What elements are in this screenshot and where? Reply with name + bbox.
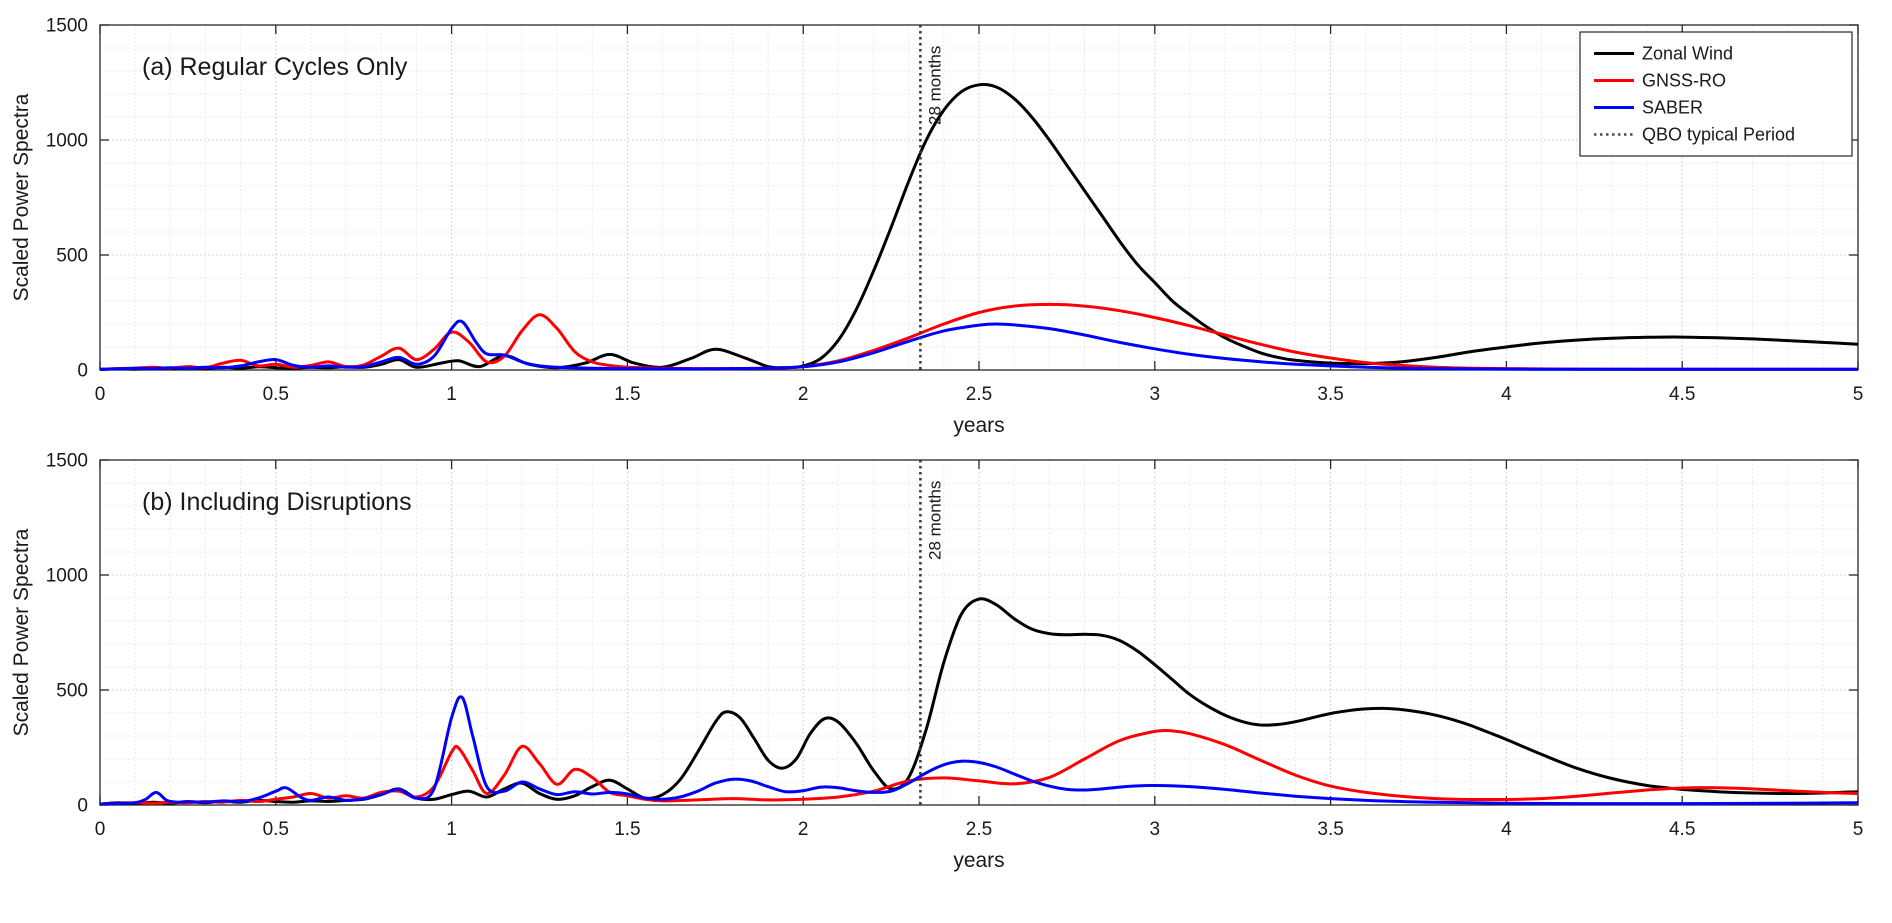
y-tick-label: 500: [56, 246, 88, 267]
y-tick-label: 1000: [46, 131, 88, 152]
x-tick-label: 4: [1501, 384, 1512, 405]
x-tick-label: 1: [446, 384, 457, 405]
x-tick-label: 0: [95, 819, 106, 840]
x-tick-label: 3: [1150, 384, 1161, 405]
y-tick-label: 500: [56, 681, 88, 702]
x-tick-label: 1.5: [614, 384, 640, 405]
vline-label: 28 months: [925, 481, 944, 560]
vline-label: 28 months: [925, 46, 944, 125]
legend-label-saber: SABER: [1642, 98, 1703, 118]
axis-ticks: [99, 24, 1859, 371]
y-tick-label: 1500: [46, 451, 88, 472]
x-tick-label: 4.5: [1669, 819, 1695, 840]
x-tick-label: 5: [1853, 819, 1864, 840]
legend-label-qbo-typical-period: QBO typical Period: [1642, 125, 1795, 145]
minor-grid: [100, 460, 1858, 805]
x-tick-label: 2: [798, 819, 809, 840]
x-tick-label: 2.5: [966, 384, 992, 405]
legend-label-gnss-ro: GNSS-RO: [1642, 71, 1726, 91]
panel-title: (b) Including Disruptions: [142, 488, 412, 516]
y-axis-label: Scaled Power Spectra: [10, 93, 33, 301]
panel-title: (a) Regular Cycles Only: [142, 53, 408, 81]
y-tick-label: 0: [77, 796, 88, 817]
x-tick-label: 3: [1150, 819, 1161, 840]
y-tick-label: 1500: [46, 16, 88, 37]
x-tick-label: 4: [1501, 819, 1512, 840]
y-tick-label: 1000: [46, 566, 88, 587]
x-tick-label: 0.5: [263, 384, 289, 405]
x-tick-label: 1: [446, 819, 457, 840]
legend-label-zonal-wind: Zonal Wind: [1642, 44, 1733, 64]
x-tick-label: 2: [798, 384, 809, 405]
major-grid: [100, 25, 1858, 370]
x-tick-label: 3.5: [1317, 384, 1343, 405]
x-tick-label: 3.5: [1317, 819, 1343, 840]
legend: Zonal Wind GNSS-RO SABER QBO typical Period: [1579, 31, 1853, 157]
y-tick-label: 0: [77, 361, 88, 382]
x-tick-label: 0.5: [263, 819, 289, 840]
series-zonal-wind: [100, 82, 1858, 371]
major-grid: [100, 460, 1858, 805]
panel-b: 0 0.5 1 1.5 2 2.5 3 3.5 4 4.5 5 0 500 1000 1500 years Sc…: [10, 451, 1863, 873]
x-tick-label: 1.5: [614, 819, 640, 840]
series-saber: [100, 695, 1858, 806]
x-tick-label: 0: [95, 384, 106, 405]
x-axis-label: years: [953, 414, 1004, 437]
x-tick-label: 4.5: [1669, 384, 1695, 405]
series-saber: [100, 319, 1858, 371]
x-tick-label: 5: [1853, 384, 1864, 405]
y-axis-label: Scaled Power Spectra: [10, 528, 33, 736]
x-axis-label: years: [953, 849, 1004, 872]
x-tick-label: 2.5: [966, 819, 992, 840]
